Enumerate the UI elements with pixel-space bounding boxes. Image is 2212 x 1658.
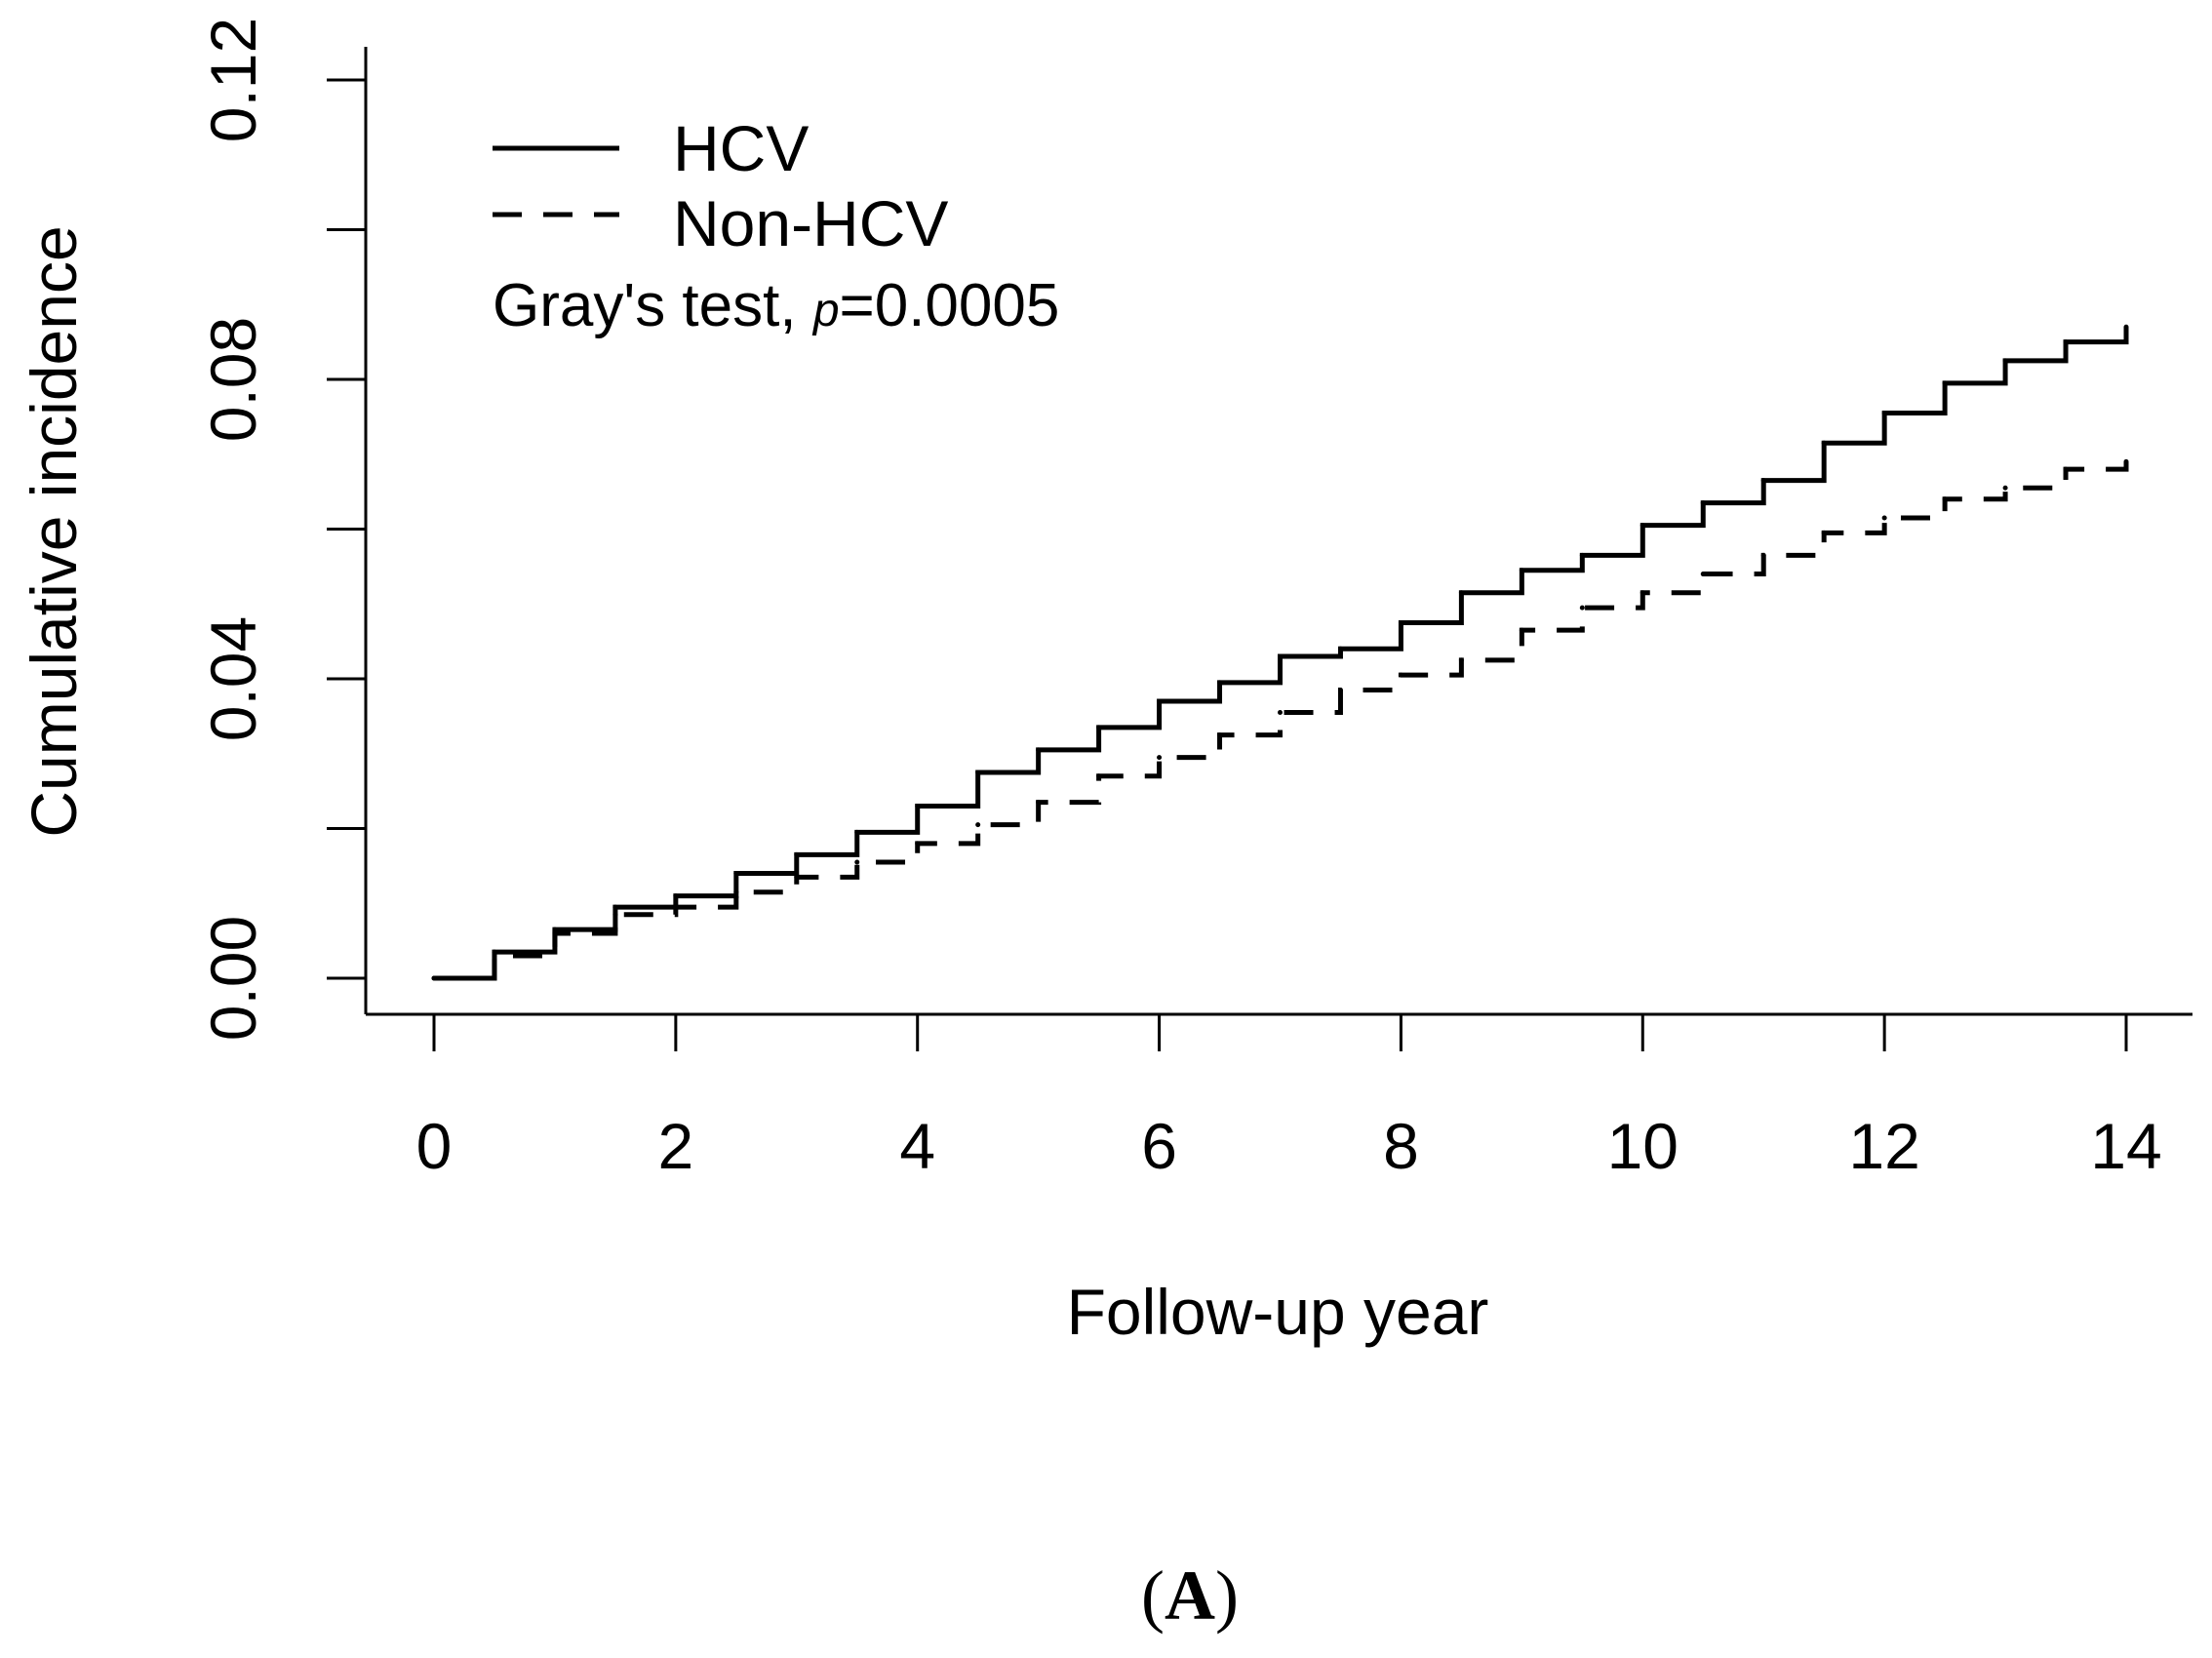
series-point-0: [1639, 523, 1645, 529]
series-point-1: [673, 904, 679, 910]
series-point-0: [2002, 358, 2008, 364]
series-point-1: [975, 822, 981, 828]
x-axis-label: Follow-up year: [1067, 1276, 1489, 1348]
series-point-0: [552, 927, 558, 932]
chart-axes: [364, 47, 2192, 1016]
series-point-0: [794, 851, 800, 857]
series-point-0: [1700, 500, 1706, 506]
annotation-p-value: =0.0005: [840, 272, 1060, 339]
series-point-0: [2063, 339, 2069, 345]
series-point-1: [1821, 530, 1827, 535]
series-point-1: [794, 874, 800, 880]
x-tick-label: 0: [416, 1110, 453, 1182]
series-point-0: [2123, 324, 2129, 330]
x-tick-label: 8: [1383, 1110, 1419, 1182]
series-point-1: [492, 953, 497, 959]
series-point-0: [1398, 619, 1403, 625]
series-point-1: [1036, 800, 1042, 806]
series-point-0: [1036, 747, 1042, 753]
x-tick-label: 4: [899, 1110, 935, 1182]
series-point-1: [1881, 515, 1887, 521]
x-tick-label: 2: [657, 1110, 693, 1182]
series-point-0: [1881, 411, 1887, 416]
series-point-0: [1942, 380, 1948, 386]
series-point-1: [2123, 458, 2129, 464]
series-point-0: [1821, 440, 1827, 446]
series-point-1: [1337, 688, 1343, 693]
series-point-1: [1760, 552, 1766, 558]
series-point-0: [1579, 552, 1585, 558]
series-point-0: [1760, 478, 1766, 484]
series-point-0: [915, 803, 921, 809]
y-tick-label: 0.12: [197, 18, 269, 142]
series-point-1: [1519, 627, 1524, 633]
legend-label-non-hcv: Non-HCV: [673, 187, 948, 259]
annotation-p-symbol: p: [811, 285, 840, 336]
x-tick-label: 12: [1848, 1110, 1919, 1182]
series-point-1: [2002, 485, 2008, 491]
y-tick-label: 0.04: [197, 616, 269, 741]
series-point-0: [1278, 653, 1283, 659]
y-ticks: 0.00 0.04 0.08 0.12: [197, 18, 366, 1041]
x-tick-label: 14: [2090, 1110, 2161, 1182]
y-tick-label: 0.08: [197, 317, 269, 442]
legend: HCV Non-HCV: [493, 112, 948, 259]
series-point-1: [431, 975, 437, 981]
series-point-0: [975, 770, 981, 775]
series-line-non-hcv: [434, 461, 2129, 981]
series-point-1: [1157, 755, 1163, 761]
x-tick-label: 10: [1607, 1110, 1679, 1182]
series-point-0: [1337, 646, 1343, 651]
series-point-1: [2063, 466, 2069, 472]
legend-label-hcv: HCV: [673, 112, 809, 184]
series-point-1: [1217, 732, 1223, 738]
series-point-1: [612, 912, 618, 918]
series-point-0: [733, 871, 739, 877]
annotation-grays-test: Gray's test, p=0.0005: [493, 272, 1059, 339]
series-line-hcv: [434, 327, 2129, 981]
panel-label-close: ): [1215, 1557, 1239, 1635]
series-point-1: [1398, 672, 1403, 678]
series-point-1: [733, 889, 739, 895]
series-point-1: [1639, 590, 1645, 596]
series-point-1: [1700, 572, 1706, 577]
series-point-0: [673, 893, 679, 899]
x-tick-label: 6: [1141, 1110, 1177, 1182]
panel-label-letter: A: [1165, 1557, 1215, 1635]
series-point-0: [854, 829, 860, 835]
series-point-1: [1096, 773, 1102, 779]
series-point-0: [1217, 680, 1223, 686]
series-point-1: [552, 930, 558, 936]
series-point-0: [492, 949, 497, 955]
y-tick-label: 0.00: [197, 916, 269, 1041]
series-point-0: [1519, 568, 1524, 573]
series-point-1: [1942, 496, 1948, 502]
series-point-1: [854, 859, 860, 865]
series-point-1: [1458, 657, 1464, 663]
series-point-0: [1157, 698, 1163, 704]
panel-label-open: (: [1141, 1557, 1165, 1635]
series-point-1: [915, 841, 921, 847]
annotation-prefix: Gray's test,: [493, 272, 813, 339]
x-ticks: 0 2 4 6 8 10 12 14: [416, 1014, 2162, 1182]
series-point-0: [1096, 725, 1102, 730]
plot-lines: [431, 324, 2129, 981]
panel-label: (A): [1141, 1557, 1239, 1635]
y-axis-label: Cumulative incidence: [18, 225, 90, 837]
series-point-0: [612, 904, 618, 910]
series-point-1: [1278, 710, 1283, 716]
series-point-0: [1458, 590, 1464, 596]
series-point-1: [1579, 605, 1585, 611]
